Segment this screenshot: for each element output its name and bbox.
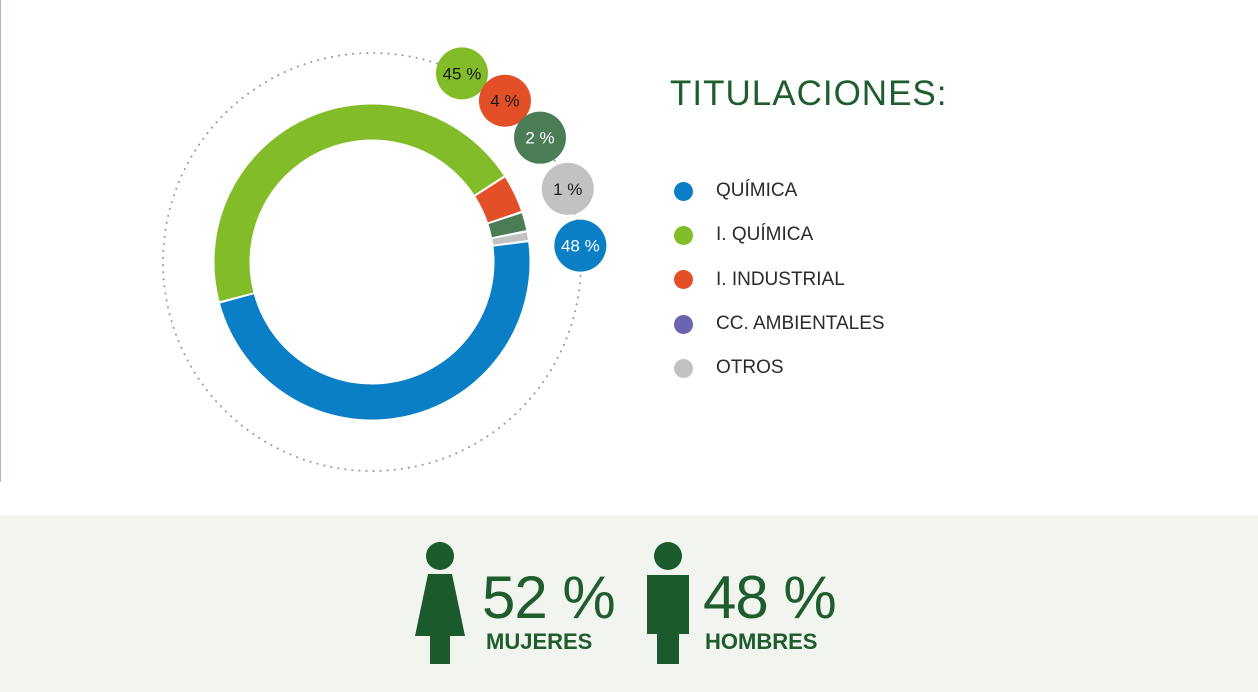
value-bubble: [514, 111, 567, 164]
value-bubble: [541, 162, 594, 215]
donut-slices: [214, 104, 530, 420]
value-label: 1 %: [553, 180, 582, 199]
donut-chart: 45 % 4 % 2 % 1 % 48 %: [162, 47, 607, 472]
legend-item: I. QUÍMICA: [674, 213, 885, 257]
women-label: MUJERES: [486, 629, 593, 654]
legend-swatch: [674, 358, 693, 378]
women-percent: 52 %: [482, 564, 616, 631]
men-percent: 48 %: [703, 564, 837, 631]
legend-label: QUÍMICA: [716, 180, 798, 202]
legend: QUÍMICA I. QUÍMICA I. INDUSTRIAL CC. AMB…: [674, 169, 885, 390]
donut-slice: [488, 213, 527, 238]
legend-title: TITULACIONES:: [670, 74, 948, 113]
legend-label: I. QUÍMICA: [716, 224, 814, 246]
donut-slice: [475, 177, 522, 223]
value-label: 45 %: [443, 64, 482, 83]
legend-label: CC. AMBIENTALES: [716, 313, 885, 335]
value-bubble: [554, 219, 607, 272]
legend-swatch: [674, 181, 693, 201]
legend-swatch: [674, 314, 693, 334]
gender-stats-section: 52 % MUJERES 48 % HOMBRES: [0, 515, 1258, 692]
legend-item: QUÍMICA: [674, 169, 885, 213]
legend-label: OTROS: [716, 357, 784, 379]
value-callouts: 45 % 4 % 2 % 1 % 48 %: [435, 47, 607, 272]
chart-section: 45 % 4 % 2 % 1 % 48 % TITULACIONES: QUÍMICA …: [0, 0, 948, 482]
legend-swatch: [674, 225, 693, 245]
legend-item: CC. AMBIENTALES: [674, 302, 885, 346]
value-bubble: [435, 47, 488, 100]
value-label: 4 %: [490, 92, 519, 111]
donut-slice: [492, 232, 528, 245]
donut-slice: [214, 104, 504, 302]
men-label: HOMBRES: [705, 629, 818, 654]
value-label: 2 %: [525, 129, 554, 148]
left-border-line: [0, 0, 1, 482]
legend-item: OTROS: [674, 346, 885, 390]
legend-item: I. INDUSTRIAL: [674, 258, 885, 302]
donut-slice: [220, 242, 530, 420]
legend-label: I. INDUSTRIAL: [716, 268, 845, 290]
value-label: 48 %: [561, 237, 600, 256]
value-bubble: [478, 74, 531, 127]
legend-swatch: [674, 270, 693, 290]
man-icon: [647, 542, 689, 664]
woman-icon: [415, 542, 465, 664]
